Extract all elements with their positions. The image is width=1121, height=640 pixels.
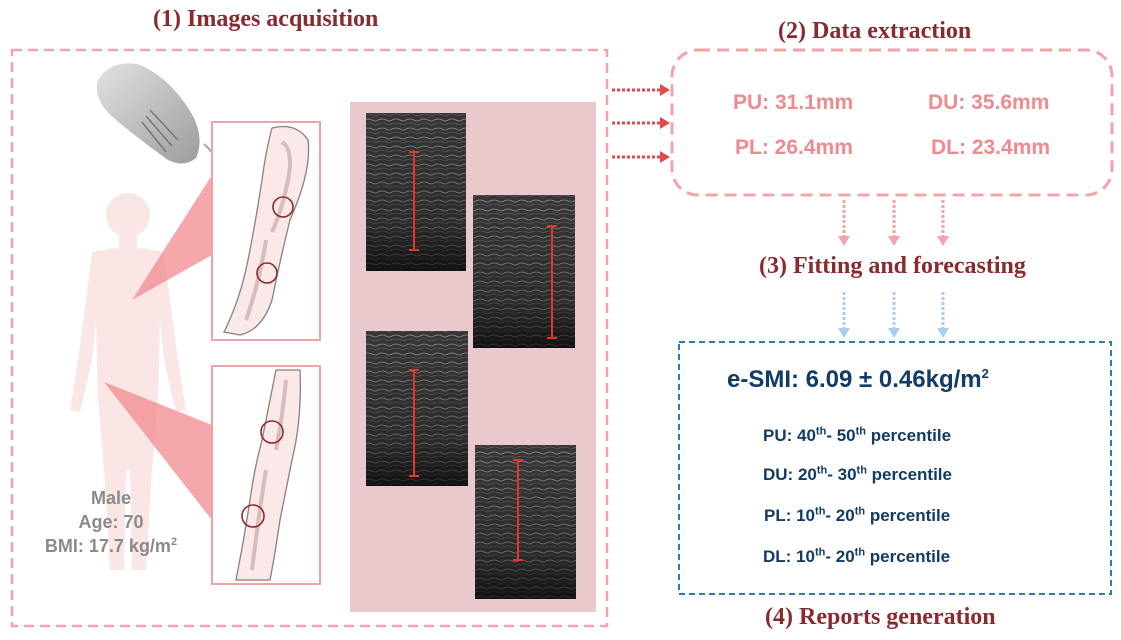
pl-site-marker	[260, 420, 284, 444]
step3-title: (3) Fitting and forecasting	[759, 253, 1026, 279]
step2-title: (2) Data extraction	[778, 18, 972, 44]
arm-bone-icon	[211, 121, 321, 341]
pu-site-marker	[272, 196, 294, 218]
percentile-pl: PL: 10th- 20th percentile	[764, 505, 951, 525]
percentile-du: DU: 20th- 30th percentile	[763, 464, 952, 484]
step1-title: (1) Images acquisition	[153, 6, 379, 32]
esmi-value: e-SMI: 6.09 ± 0.46kg/m2	[727, 366, 989, 393]
percentile-pu: PU: 40th- 50th percentile	[763, 425, 952, 445]
patient-sex: Male	[90, 488, 132, 508]
measurement-dl: DL: 23.4mm	[931, 136, 1051, 159]
patient-age: Age: 70	[78, 512, 144, 532]
report-panel	[678, 341, 1112, 595]
measurement-pu: PU: 31.1mm	[733, 91, 854, 114]
arrows-to-fitting	[838, 200, 949, 246]
measurement-du: DU: 35.6mm	[928, 91, 1050, 114]
ultrasound-image-du	[473, 195, 575, 348]
percentile-dl: DL: 10th- 20th percentile	[763, 546, 951, 566]
acquisition-panel	[10, 48, 609, 628]
ultrasound-image-dl	[475, 445, 576, 599]
measurement-pl: PL: 26.4mm	[735, 136, 853, 159]
ultrasound-image-pl	[366, 331, 468, 486]
callout-leg	[104, 382, 212, 520]
extraction-panel	[670, 48, 1114, 197]
arrows-to-reports	[838, 292, 949, 338]
step4-title: (4) Reports generation	[765, 604, 996, 630]
du-site-marker	[256, 262, 278, 284]
leg-bone-icon	[211, 365, 321, 585]
patient-bmi: BMI: 17.7 kg/m2	[44, 536, 178, 556]
arrows-to-extraction	[612, 84, 670, 163]
ultrasound-image-pu	[366, 113, 466, 271]
callout-arm	[132, 175, 212, 300]
dl-site-marker	[241, 504, 265, 528]
patient-info: Male Age: 70 BMI: 17.7 kg/m2	[16, 486, 206, 558]
